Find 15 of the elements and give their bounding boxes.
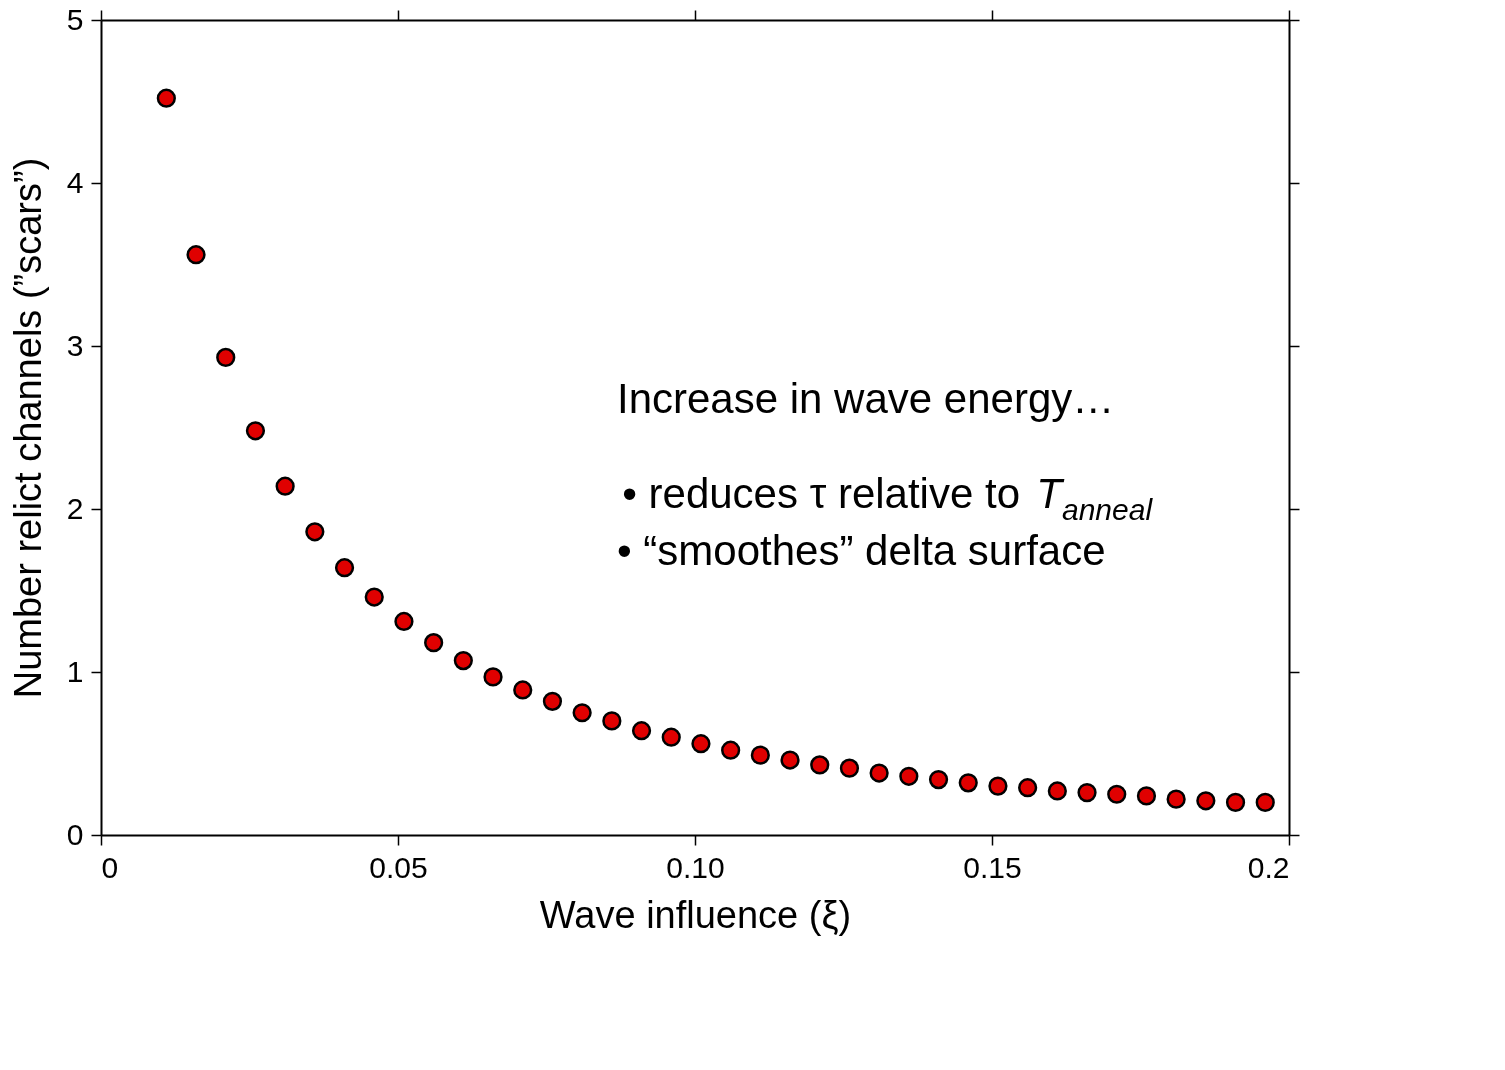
y-tick-label: 1 (66, 654, 84, 688)
y-tick-label: 5 (66, 2, 84, 36)
annotation: Increase in wave energy… (617, 375, 1115, 422)
x-tick-label: 0 (101, 850, 119, 884)
x-tick-label: 0.10 (666, 850, 725, 884)
x-tick-label: 0.15 (963, 850, 1022, 884)
y-tick-label: 4 (66, 165, 84, 199)
x-tick-label: 0.05 (369, 850, 428, 884)
y-axis-title: Number relict channels (”scars”) (6, 157, 49, 699)
y-tick-label: 0 (66, 817, 84, 851)
x-tick-label: 0.2 (1247, 850, 1290, 884)
y-tick-label: 3 (66, 328, 84, 362)
x-axis-title: Wave influence (ξ) (539, 893, 852, 936)
annotation: • “smoothes” delta surface (617, 527, 1106, 574)
y-tick-label: 2 (66, 491, 84, 525)
